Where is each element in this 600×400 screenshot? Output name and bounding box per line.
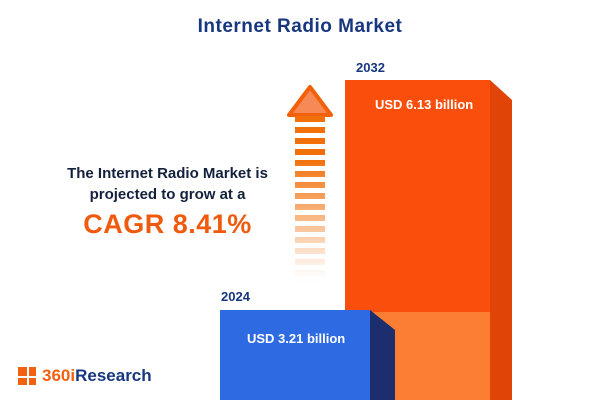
bar-2032-year-label: 2032 [356, 60, 385, 75]
brand-logo: 360iResearch [18, 366, 152, 386]
bar-2024-year-label: 2024 [221, 289, 250, 304]
page-title: Internet Radio Market [197, 16, 403, 37]
arrow-shaft-stripes [295, 116, 325, 284]
bar-2032-value-label: USD 6.13 billion [375, 97, 474, 112]
bar-2032-side [490, 80, 512, 400]
bar-2024-value-label: USD 3.21 billion [247, 331, 346, 346]
logo-text-suffix: Research [75, 366, 152, 385]
description-block: The Internet Radio Market is projected t… [45, 163, 290, 239]
logo-squares-icon [18, 367, 36, 385]
logo-text: 360iResearch [42, 366, 152, 386]
description-line-2: projected to grow at a [89, 186, 246, 203]
cagr-value: CAGR 8.41% [83, 209, 252, 239]
bar-2024-front [220, 310, 370, 400]
description-line-1: The Internet Radio Market is [67, 165, 268, 182]
growth-arrow-icon [286, 84, 334, 284]
arrow-head-icon [287, 85, 333, 117]
logo-text-prefix: 360i [42, 366, 76, 385]
